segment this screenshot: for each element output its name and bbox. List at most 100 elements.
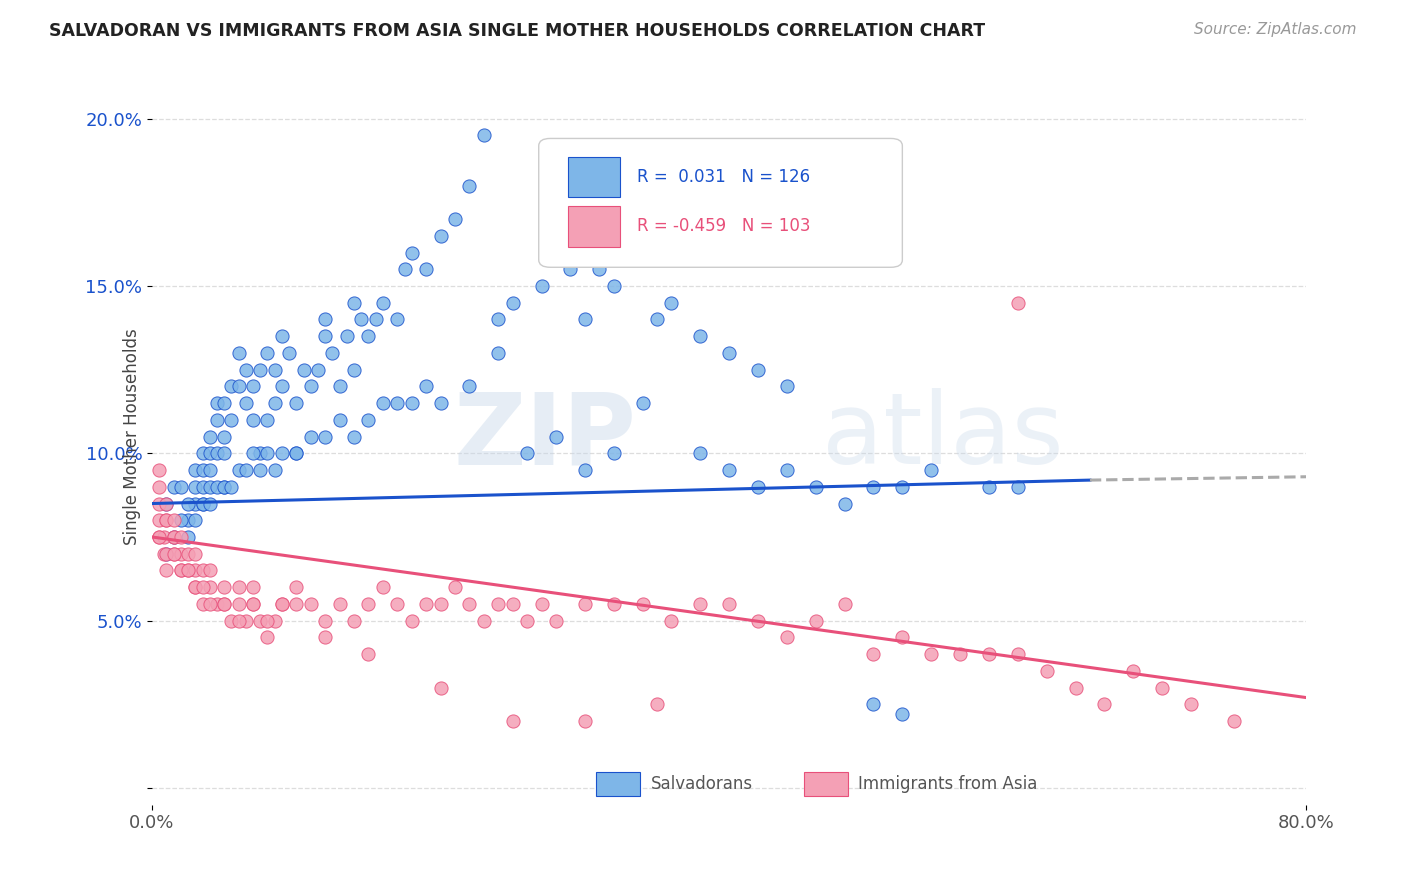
Point [1122,664,1144,678]
Point [191,597,214,611]
Point [163,513,186,527]
Point [152,530,174,544]
Point [776,379,799,393]
Point [718,597,741,611]
Bar [568,206,620,247]
Point [184,480,207,494]
Point [270,379,292,393]
Point [198,580,221,594]
Point [314,614,336,628]
Point [285,396,308,410]
Point [155,513,177,527]
Point [292,362,315,376]
Point [1152,681,1174,695]
Point [256,614,278,628]
Point [689,446,711,460]
Point [205,597,228,611]
Point [285,446,308,460]
Point [314,329,336,343]
Point [574,597,596,611]
Point [776,463,799,477]
Text: ZIP: ZIP [454,388,637,485]
Point [661,295,683,310]
Point [603,597,626,611]
Point [155,496,177,510]
Point [486,312,509,326]
Point [544,614,567,628]
Point [502,295,524,310]
Point [329,597,352,611]
Point [329,413,352,427]
Point [415,379,437,393]
Point [834,597,856,611]
Point [544,429,567,443]
Point [661,614,683,628]
Point [343,429,366,443]
Point [205,480,228,494]
Point [191,446,214,460]
Point [170,564,193,578]
Y-axis label: Single Mother Households: Single Mother Households [122,328,141,545]
Point [458,379,481,393]
Point [862,698,884,712]
Point [228,346,250,360]
Point [285,597,308,611]
Point [198,463,221,477]
Point [221,614,243,628]
Point [891,707,914,722]
Point [444,580,467,594]
Point [205,446,228,460]
Point [645,312,668,326]
Point [184,580,207,594]
Point [184,564,207,578]
Point [163,530,186,544]
Point [1180,698,1202,712]
Text: Salvadorans: Salvadorans [651,775,752,793]
Point [242,597,264,611]
Point [184,463,207,477]
Point [235,463,257,477]
Text: R = -0.459   N = 103: R = -0.459 N = 103 [637,217,810,235]
Point [249,614,271,628]
Point [177,496,200,510]
Point [155,547,177,561]
Point [718,346,741,360]
Point [228,580,250,594]
Point [631,396,654,410]
Point [747,480,769,494]
Text: Immigrants from Asia: Immigrants from Asia [859,775,1038,793]
Point [364,312,387,326]
Point [148,530,170,544]
Point [299,597,322,611]
Point [329,379,352,393]
Point [163,547,186,561]
Bar [568,157,620,197]
Point [177,530,200,544]
Point [516,446,538,460]
Point [221,480,243,494]
Point [920,647,942,661]
Point [191,564,214,578]
Point [270,446,292,460]
Point [747,614,769,628]
Point [307,362,329,376]
Point [155,547,177,561]
Point [574,463,596,477]
Point [256,413,278,427]
Point [574,714,596,728]
Point [458,597,481,611]
Point [263,614,285,628]
Point [357,647,380,661]
Point [429,681,451,695]
Point [977,480,1000,494]
Point [170,547,193,561]
Point [1007,647,1029,661]
Point [235,362,257,376]
Point [574,312,596,326]
Point [350,312,373,326]
Point [198,597,221,611]
Point [212,580,235,594]
Point [689,329,711,343]
Point [472,128,495,143]
Point [804,614,827,628]
